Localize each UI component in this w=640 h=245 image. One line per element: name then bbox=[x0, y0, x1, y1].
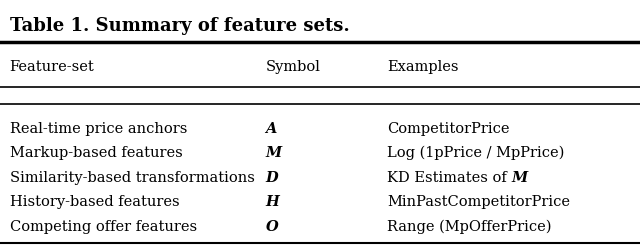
Text: Real-time price anchors: Real-time price anchors bbox=[10, 122, 187, 136]
Text: Log (1pPrice / MpPrice): Log (1pPrice / MpPrice) bbox=[387, 146, 564, 160]
Text: M: M bbox=[266, 146, 282, 160]
Text: A: A bbox=[266, 122, 277, 136]
Text: Examples: Examples bbox=[387, 60, 459, 74]
Text: KD Estimates of: KD Estimates of bbox=[387, 171, 511, 185]
Text: CompetitorPrice: CompetitorPrice bbox=[387, 122, 509, 136]
Text: Range (MpOfferPrice): Range (MpOfferPrice) bbox=[387, 220, 552, 234]
Text: M: M bbox=[511, 171, 528, 185]
Text: H: H bbox=[266, 195, 280, 209]
Text: Markup-based features: Markup-based features bbox=[10, 146, 182, 160]
Text: D: D bbox=[266, 171, 278, 185]
Text: Similarity-based transformations: Similarity-based transformations bbox=[10, 171, 255, 185]
Text: MinPastCompetitorPrice: MinPastCompetitorPrice bbox=[387, 195, 570, 209]
Text: Competing offer features: Competing offer features bbox=[10, 220, 196, 234]
Text: O: O bbox=[266, 220, 278, 234]
Text: Symbol: Symbol bbox=[266, 60, 321, 74]
Text: Feature-set: Feature-set bbox=[10, 60, 94, 74]
Text: History-based features: History-based features bbox=[10, 195, 179, 209]
Text: Table 1. Summary of feature sets.: Table 1. Summary of feature sets. bbox=[10, 17, 349, 35]
